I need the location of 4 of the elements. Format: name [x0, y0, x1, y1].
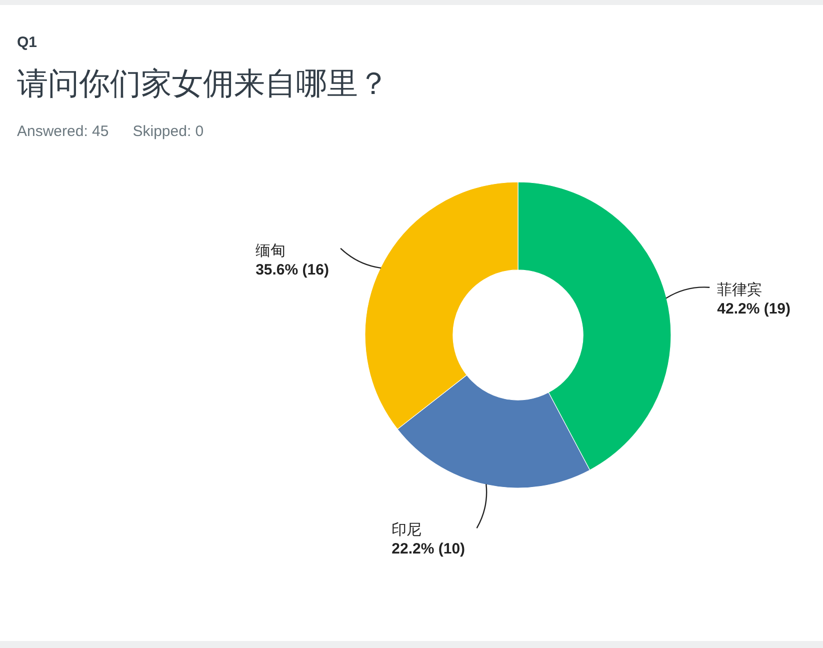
- annotation: Answered: 45: [17, 123, 109, 140]
- title: Q1: [17, 34, 38, 51]
- subtitle: 请问你们家女佣来自哪里？: [17, 66, 389, 101]
- annotation: Skipped: 0: [132, 123, 204, 140]
